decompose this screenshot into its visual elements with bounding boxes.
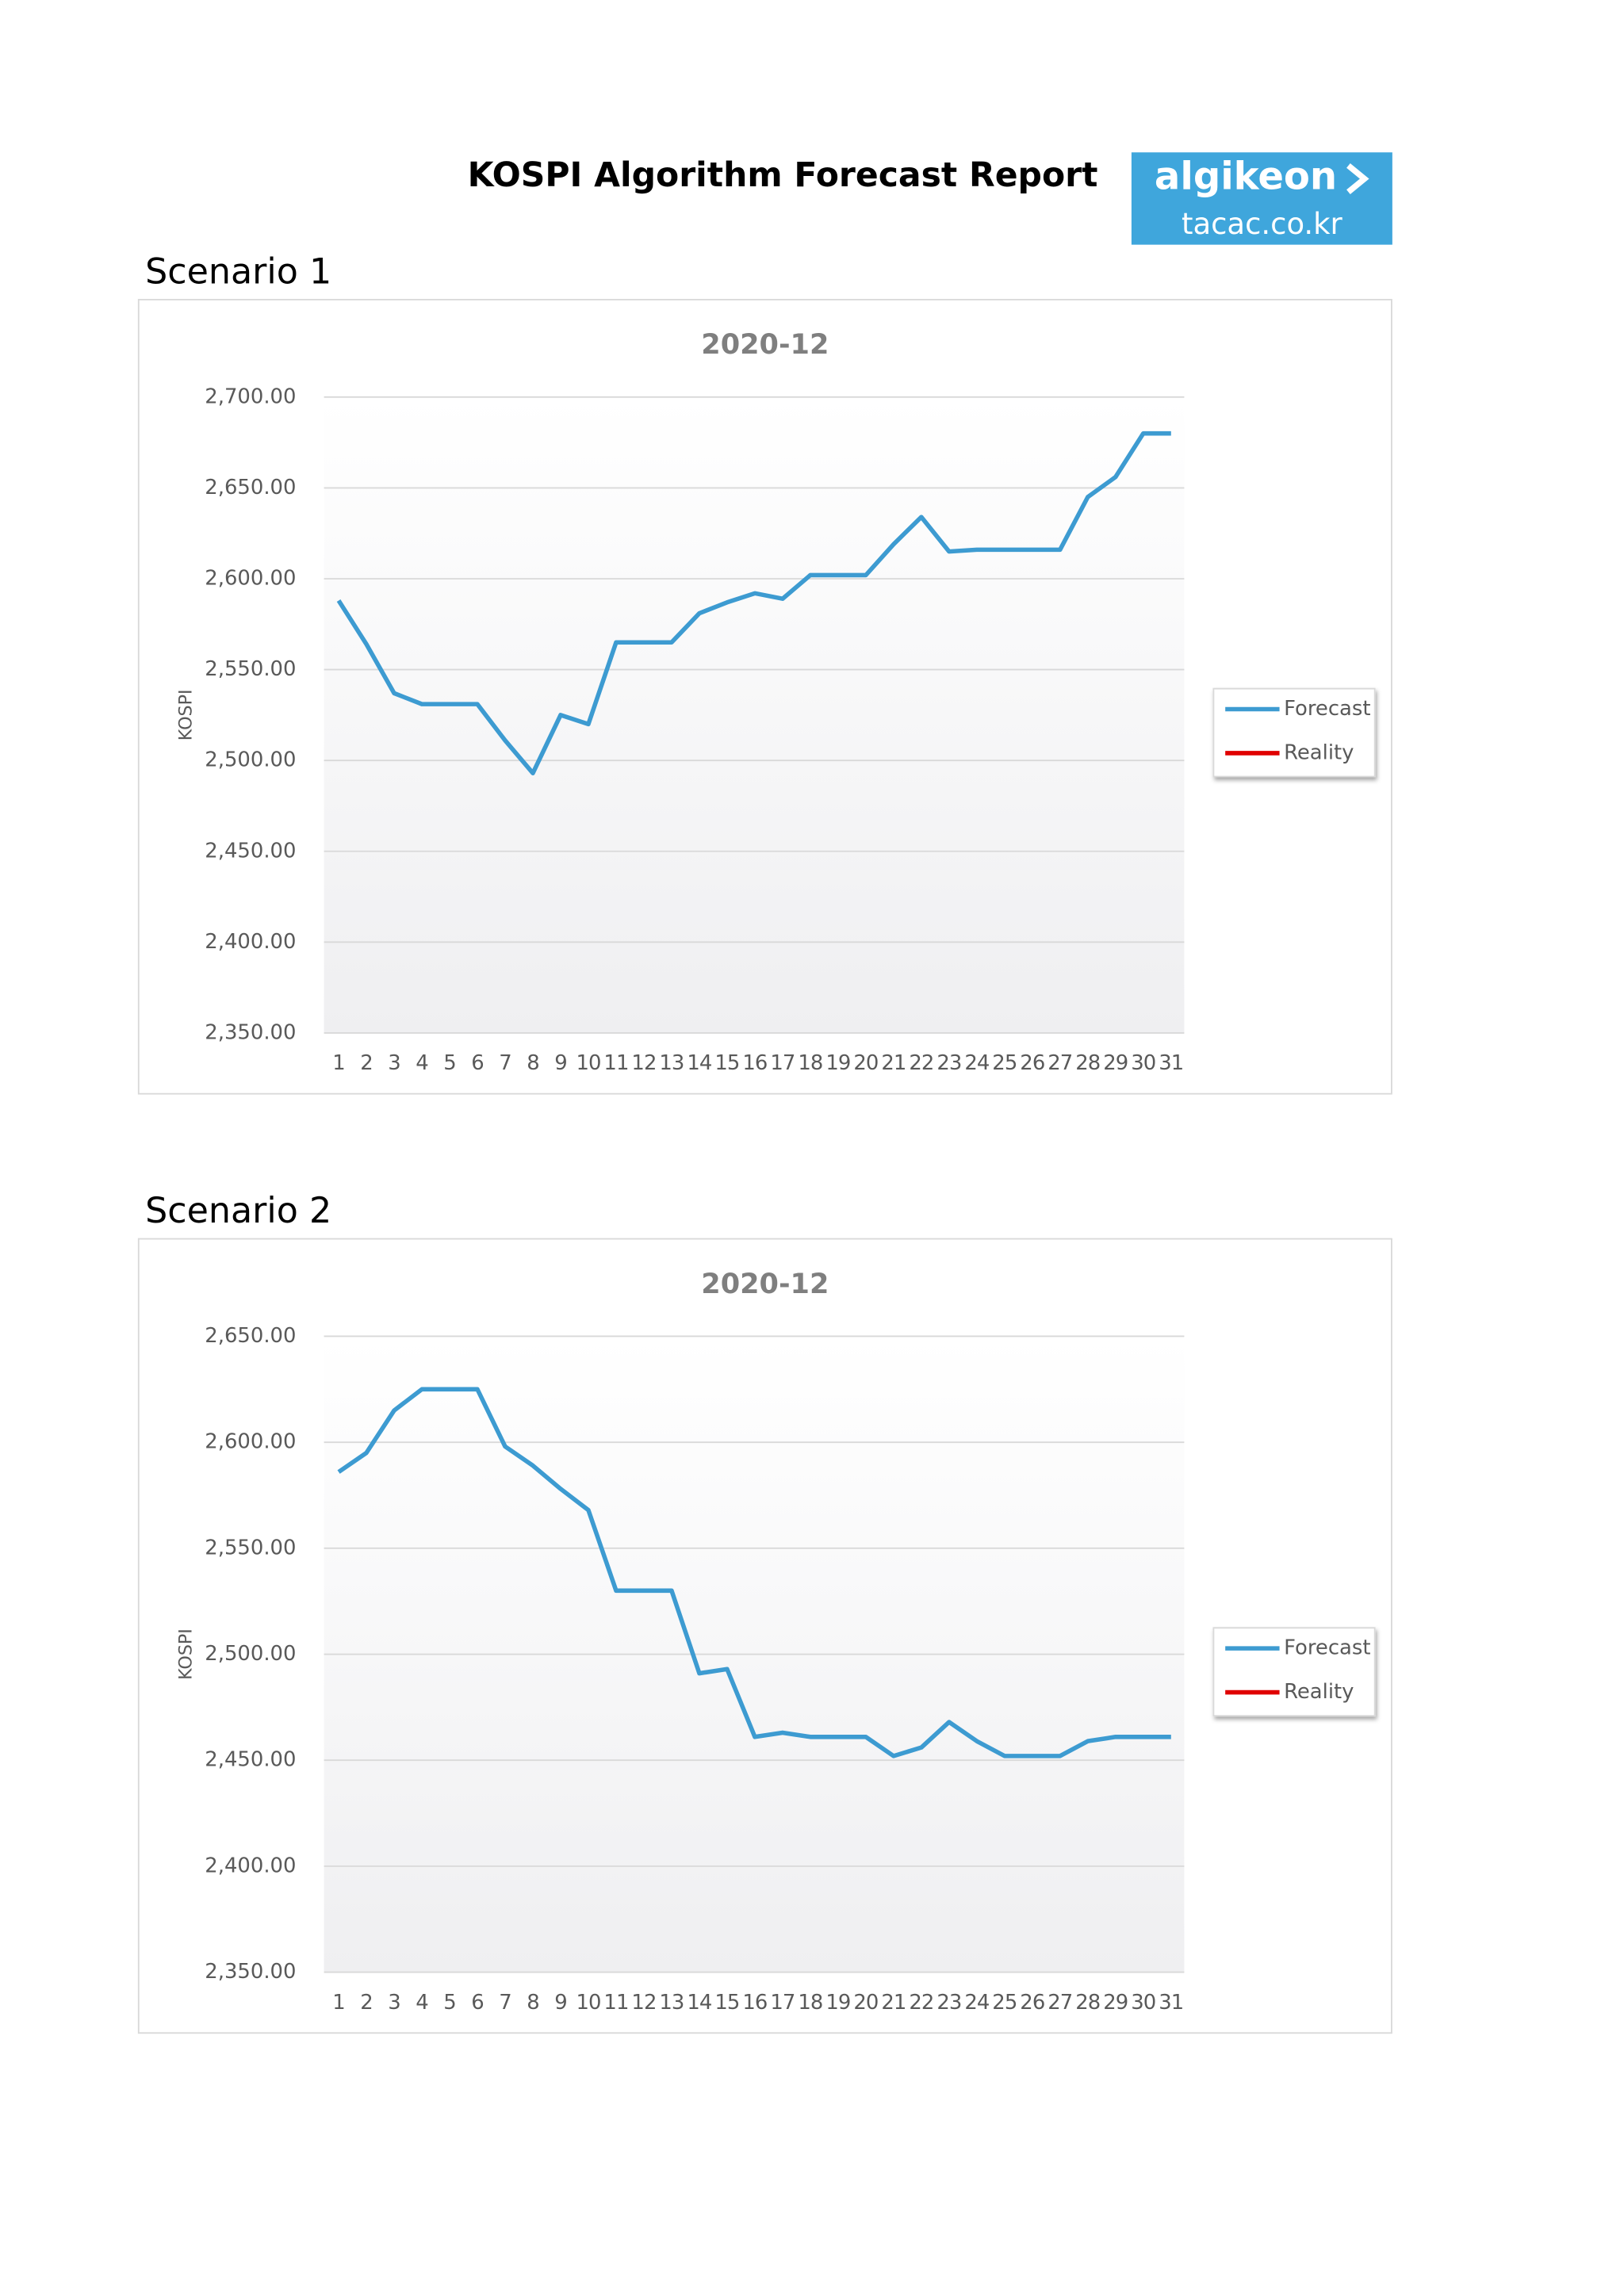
x-tick-label: 17 <box>770 1051 795 1075</box>
x-tick-label: 23 <box>936 1051 961 1075</box>
x-tick-label: 3 <box>388 1051 400 1075</box>
chart-title: 2020-12 <box>701 1268 829 1300</box>
x-tick-label: 22 <box>909 1051 933 1075</box>
x-tick-label: 25 <box>992 1991 1017 2015</box>
x-tick-label: 29 <box>1103 1051 1128 1075</box>
x-tick-label: 27 <box>1048 1051 1072 1075</box>
x-tick-label: 4 <box>416 1991 428 2015</box>
x-tick-label: 10 <box>576 1051 600 1075</box>
y-tick-label: 2,600.00 <box>205 567 296 591</box>
y-tick-label: 2,700.00 <box>205 385 296 408</box>
x-tick-label: 5 <box>443 1051 456 1075</box>
y-tick-label: 2,400.00 <box>205 930 296 954</box>
x-tick-label: 16 <box>742 1051 767 1075</box>
x-tick-label: 26 <box>1020 1051 1044 1075</box>
legend-label: Reality <box>1284 740 1354 764</box>
x-tick-label: 20 <box>853 1991 878 2015</box>
y-tick-label: 2,450.00 <box>205 839 296 863</box>
report-title: KOSPI Algorithm Forecast Report <box>468 156 1098 195</box>
y-tick-label: 2,500.00 <box>205 1642 296 1666</box>
x-tick-label: 12 <box>631 1051 656 1075</box>
x-tick-label: 17 <box>770 1991 795 2015</box>
x-tick-label: 31 <box>1159 1051 1183 1075</box>
x-tick-label: 13 <box>659 1051 684 1075</box>
data-line <box>336 430 1171 775</box>
x-tick-label: 6 <box>471 1051 484 1075</box>
chart-title: 2020-12 <box>701 328 829 361</box>
data-line <box>337 1387 1171 1758</box>
x-tick-label: 8 <box>527 1051 539 1075</box>
x-tick-label: 28 <box>1075 1991 1100 2015</box>
y-tick-label: 2,550.00 <box>205 657 296 681</box>
x-tick-label: 8 <box>527 1991 539 2015</box>
x-tick-label: 9 <box>554 1051 567 1075</box>
x-tick-label: 31 <box>1159 1991 1183 2015</box>
logo-chevron <box>1346 163 1369 194</box>
plot-background <box>324 396 1185 1033</box>
x-tick-label: 24 <box>964 1051 989 1075</box>
x-tick-label: 19 <box>825 1051 850 1075</box>
x-tick-label: 7 <box>499 1991 511 2015</box>
x-tick-label: 18 <box>798 1051 822 1075</box>
x-tick-label: 1 <box>332 1991 345 2015</box>
x-tick-label: 27 <box>1048 1991 1072 2015</box>
x-tick-label: 5 <box>443 1991 456 2015</box>
y-tick-label: 2,400.00 <box>205 1854 296 1877</box>
x-tick-label: 25 <box>992 1051 1017 1075</box>
y-tick-label: 2,650.00 <box>205 1324 296 1348</box>
x-tick-label: 16 <box>742 1991 767 2015</box>
x-tick-label: 13 <box>659 1991 684 2015</box>
x-tick-label: 20 <box>853 1051 878 1075</box>
logo-site: tacac.co.kr <box>1182 207 1343 241</box>
x-tick-label: 15 <box>714 1991 739 2015</box>
logo-name: algikeon <box>1155 154 1337 198</box>
x-tick-label: 2 <box>360 1991 373 2015</box>
x-tick-label: 21 <box>881 1051 906 1075</box>
x-tick-label: 24 <box>964 1991 989 2015</box>
section-heading: Scenario 2 <box>145 1191 331 1231</box>
x-tick-label: 11 <box>603 1991 628 2015</box>
x-tick-label: 23 <box>936 1991 961 2015</box>
y-tick-label: 2,500.00 <box>205 748 296 772</box>
x-tick-label: 26 <box>1020 1991 1044 2015</box>
x-tick-label: 10 <box>576 1991 600 2015</box>
x-tick-label: 14 <box>687 1051 711 1075</box>
y-tick-label: 2,650.00 <box>205 476 296 499</box>
x-tick-label: 15 <box>714 1051 739 1075</box>
section-heading: Scenario 1 <box>145 252 331 293</box>
legend-box <box>1212 687 1376 778</box>
x-tick-label: 9 <box>554 1991 567 2015</box>
x-tick-label: 11 <box>603 1051 628 1075</box>
x-tick-label: 30 <box>1131 1051 1155 1075</box>
x-tick-label: 29 <box>1103 1991 1128 2015</box>
x-tick-label: 14 <box>687 1991 711 2015</box>
y-axis-label: KOSPI <box>175 1628 196 1680</box>
x-tick-label: 19 <box>825 1991 850 2015</box>
x-tick-label: 18 <box>798 1991 822 2015</box>
legend-box <box>1212 1627 1376 1717</box>
x-tick-label: 1 <box>332 1051 345 1075</box>
x-tick-label: 22 <box>909 1991 933 2015</box>
x-tick-label: 12 <box>631 1991 656 2015</box>
y-tick-label: 2,350.00 <box>205 1020 296 1044</box>
x-tick-label: 4 <box>416 1051 428 1075</box>
x-tick-label: 30 <box>1131 1991 1155 2015</box>
x-tick-label: 3 <box>388 1991 400 2015</box>
legend-label: Forecast <box>1284 697 1370 721</box>
y-tick-label: 2,350.00 <box>205 1960 296 1984</box>
y-tick-label: 2,450.00 <box>205 1748 296 1772</box>
x-tick-label: 7 <box>499 1051 511 1075</box>
y-axis-label: KOSPI <box>175 690 196 741</box>
y-tick-label: 2,600.00 <box>205 1430 296 1454</box>
x-tick-label: 21 <box>881 1991 906 2015</box>
y-tick-label: 2,550.00 <box>205 1536 296 1559</box>
x-tick-label: 28 <box>1075 1051 1100 1075</box>
x-tick-label: 2 <box>360 1051 373 1075</box>
x-tick-label: 6 <box>471 1991 484 2015</box>
legend-label: Forecast <box>1284 1636 1370 1660</box>
legend-label: Reality <box>1284 1680 1354 1704</box>
